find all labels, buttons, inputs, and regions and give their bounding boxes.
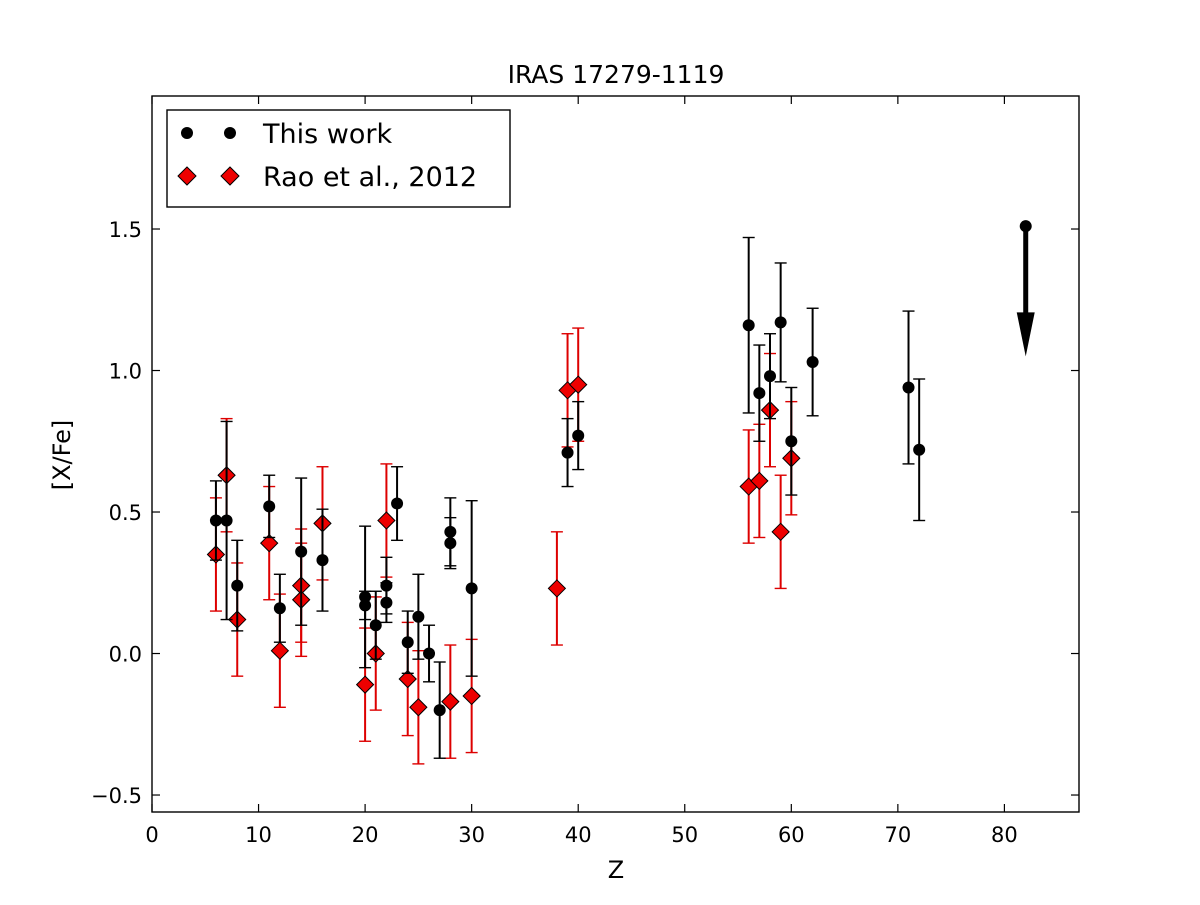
series-this-work: [209, 220, 1035, 759]
data-point-this-work: [913, 443, 926, 456]
data-point-this-work: [231, 579, 244, 592]
data-point-this-work: [369, 619, 382, 632]
x-tick-label: 30: [458, 823, 485, 847]
x-axis-label: Z: [608, 856, 624, 884]
data-point-rao: [409, 698, 428, 717]
data-point-this-work: [316, 554, 329, 567]
data-point-this-work: [423, 647, 436, 660]
x-tick-label: 80: [991, 823, 1018, 847]
legend-marker-rao: [177, 166, 197, 186]
x-tick-label: 60: [778, 823, 805, 847]
data-point-this-work: [401, 636, 414, 649]
data-point-this-work: [263, 500, 276, 513]
data-point-this-work: [444, 537, 457, 550]
data-point-this-work: [359, 599, 372, 612]
legend: This work Rao et al., 2012: [166, 109, 511, 208]
y-tick-label: 0.0: [109, 643, 142, 667]
data-point-rao: [462, 686, 481, 706]
legend-box: [166, 109, 511, 208]
data-point-this-work: [359, 590, 372, 603]
data-point-this-work: [444, 525, 457, 538]
data-point-rao: [259, 533, 279, 553]
legend-label-rao: Rao et al., 2012: [263, 162, 477, 193]
y-tick-label: 1.0: [109, 360, 142, 384]
x-tick-label: 10: [245, 823, 272, 847]
data-point-this-work: [412, 610, 425, 623]
data-point-this-work: [902, 381, 915, 394]
x-tick-label: 0: [145, 823, 158, 847]
data-point-this-work: [561, 446, 574, 459]
data-point-rao: [771, 522, 790, 542]
x-tick-label: 70: [884, 823, 911, 847]
data-point-rao: [441, 692, 460, 711]
x-tick-label: 20: [352, 823, 379, 847]
y-tick-label: 0.5: [109, 501, 142, 525]
data-point-rao: [750, 471, 769, 491]
data-point-this-work: [742, 319, 755, 332]
data-point-this-work: [209, 514, 222, 527]
x-axis: 0 10 20 30 40 50 60 70 80: [145, 96, 1018, 847]
legend-marker-rao: [220, 166, 240, 186]
data-point-rao: [270, 641, 290, 660]
data-point-rao: [547, 579, 567, 598]
data-point-this-work: [391, 497, 404, 510]
data-point-this-work: [753, 387, 766, 400]
upper-limit-arrow-head: [1016, 312, 1035, 357]
data-point-this-work: [1019, 220, 1032, 233]
legend-marker-this-work: [181, 127, 193, 139]
y-tick-label: −0.5: [91, 784, 142, 808]
chart-title: IRAS 17279-1119: [508, 60, 725, 89]
data-point-this-work: [465, 582, 478, 595]
data-point-this-work: [433, 704, 446, 717]
data-point-this-work: [806, 356, 819, 369]
data-point-rao: [568, 375, 588, 394]
data-point-this-work: [273, 602, 286, 615]
legend-marker-this-work: [224, 127, 236, 139]
x-tick-label: 40: [565, 823, 592, 847]
data-point-this-work: [572, 429, 585, 442]
data-point-this-work: [380, 596, 393, 609]
data-point-this-work: [774, 316, 787, 329]
data-point-this-work: [220, 514, 233, 527]
y-tick-label: 1.5: [109, 218, 142, 242]
y-axis-label: [X/Fe]: [48, 420, 76, 491]
x-tick-label: 50: [671, 823, 698, 847]
series-rao-et-al: [206, 327, 801, 765]
data-point-rao: [355, 675, 375, 694]
y-axis: −0.5 0.0 0.5 1.0 1.5: [91, 218, 1079, 808]
data-point-this-work: [764, 370, 776, 383]
data-point-rao: [377, 511, 396, 530]
plot-frame: [151, 95, 1080, 813]
data-layer: [206, 220, 1035, 765]
data-point-this-work: [785, 435, 798, 448]
data-point-this-work: [380, 579, 393, 592]
data-point-this-work: [295, 545, 308, 558]
legend-label-this-work: This work: [262, 119, 392, 150]
data-point-rao: [398, 669, 417, 689]
